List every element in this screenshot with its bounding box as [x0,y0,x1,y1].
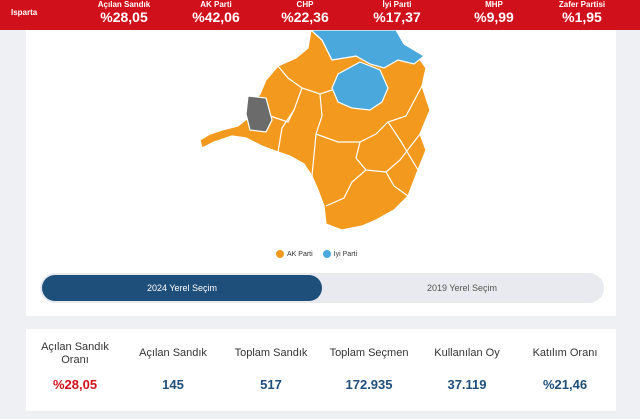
stat-value: %1,95 [562,9,602,25]
summary-label: Katılım Oranı [532,347,598,359]
summary-value: %28,05 [52,377,98,392]
summary-toplam-secmen: Toplam Seçmen 172.935 [320,347,418,392]
stat-mhp: MHP %9,99 [452,0,536,26]
summary-value: 37.119 [447,377,487,392]
summary-katilim-orani: Katılım Oranı %21,46 [516,347,614,392]
summary-value: %21,46 [542,377,588,392]
district-other[interactable] [245,95,273,133]
legend-label: AK Parti [287,250,313,258]
summary-acilan-sandik: Açılan Sandık 145 [124,347,222,392]
summary-label: Toplam Seçmen [329,347,409,359]
results-topbar: Isparta Açılan Sandık %28,05 AK Parti %4… [0,0,640,30]
stat-label: Açılan Sandık [97,0,151,9]
summary-kullanilan-oy: Kullanılan Oy 37.119 [418,347,516,392]
summary-toplam-sandik: Toplam Sandık 517 [222,347,320,392]
legend-item-ak-parti: AK Parti [276,250,313,258]
map-card: AK Parti İyi Parti 2024 Yerel Seçim 2019… [26,30,616,316]
district-borders [269,65,423,207]
stat-zafer-partisi: Zafer Partisi %1,95 [540,0,624,26]
summary-value: 145 [162,377,184,392]
stat-label: MHP [485,0,503,9]
legend-item-iyi-parti: İyi Parti [322,250,358,258]
legend-label: İyi Parti [333,250,358,258]
stat-label: AK Parti [200,0,232,9]
summary-card: Açılan Sandık Oranı %28,05 Açılan Sandık… [26,329,616,411]
summary-acilan-sandik-orani: Açılan Sandık Oranı %28,05 [26,341,124,392]
stat-iyi-parti: İyi Parti %17,37 [355,0,439,26]
district-map[interactable] [26,30,616,316]
tab-2019-yerel-secim[interactable]: 2019 Yerel Seçim [426,283,498,293]
district-iyi-parti-center[interactable] [331,61,389,111]
summary-value: 517 [260,377,282,392]
map-legend: AK Parti İyi Parti [276,250,357,258]
ak-parti-color-dot [276,250,284,258]
stat-value: %17,37 [373,9,421,25]
summary-label: Kullanılan Oy [434,347,500,359]
city-name: Isparta [11,8,38,17]
stat-acilan-sandik: Açılan Sandık %28,05 [82,0,166,26]
stat-ak-parti: AK Parti %42,06 [174,0,258,26]
iyi-parti-color-dot [322,250,331,258]
stat-value: %9,99 [474,9,514,25]
election-year-toggle: 2024 Yerel Seçim 2019 Yerel Seçim [40,273,604,303]
summary-label: Açılan Sandık Oranı [41,341,109,366]
stat-label: CHP [296,0,314,9]
tab-2024-yerel-secim[interactable]: 2024 Yerel Seçim [42,275,322,301]
stat-label: Zafer Partisi [558,0,606,9]
summary-value: 172.935 [345,377,393,392]
summary-label: Toplam Sandık [234,347,308,359]
stat-value: %28,05 [100,9,148,25]
summary-label: Açılan Sandık [139,347,207,359]
stat-value: %42,06 [192,9,240,25]
stat-value: %22,36 [281,9,329,25]
district-iyi-parti-north[interactable] [310,30,426,69]
stat-label: İyi Parti [382,0,412,9]
stat-chp: CHP %22,36 [263,0,347,26]
